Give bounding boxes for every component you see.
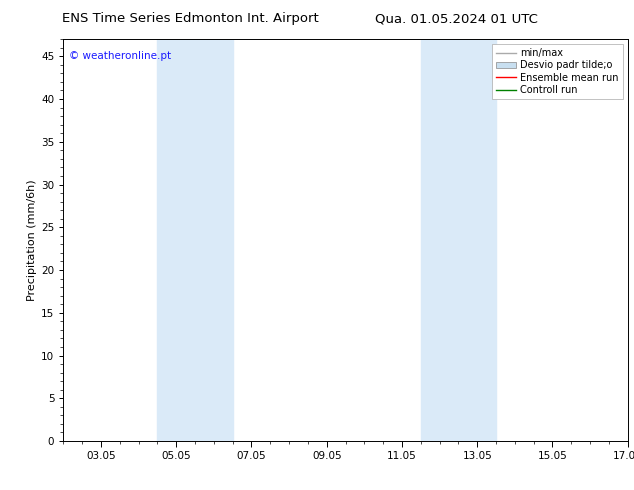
Bar <box>157 39 233 441</box>
Y-axis label: Precipitation (mm/6h): Precipitation (mm/6h) <box>27 179 37 301</box>
Bar <box>421 39 496 441</box>
Text: ENS Time Series Edmonton Int. Airport: ENS Time Series Edmonton Int. Airport <box>62 12 318 25</box>
Legend: min/max, Desvio padr tilde;o, Ensemble mean run, Controll run: min/max, Desvio padr tilde;o, Ensemble m… <box>492 44 623 99</box>
Text: © weatheronline.pt: © weatheronline.pt <box>69 51 171 61</box>
Text: Qua. 01.05.2024 01 UTC: Qua. 01.05.2024 01 UTC <box>375 12 538 25</box>
